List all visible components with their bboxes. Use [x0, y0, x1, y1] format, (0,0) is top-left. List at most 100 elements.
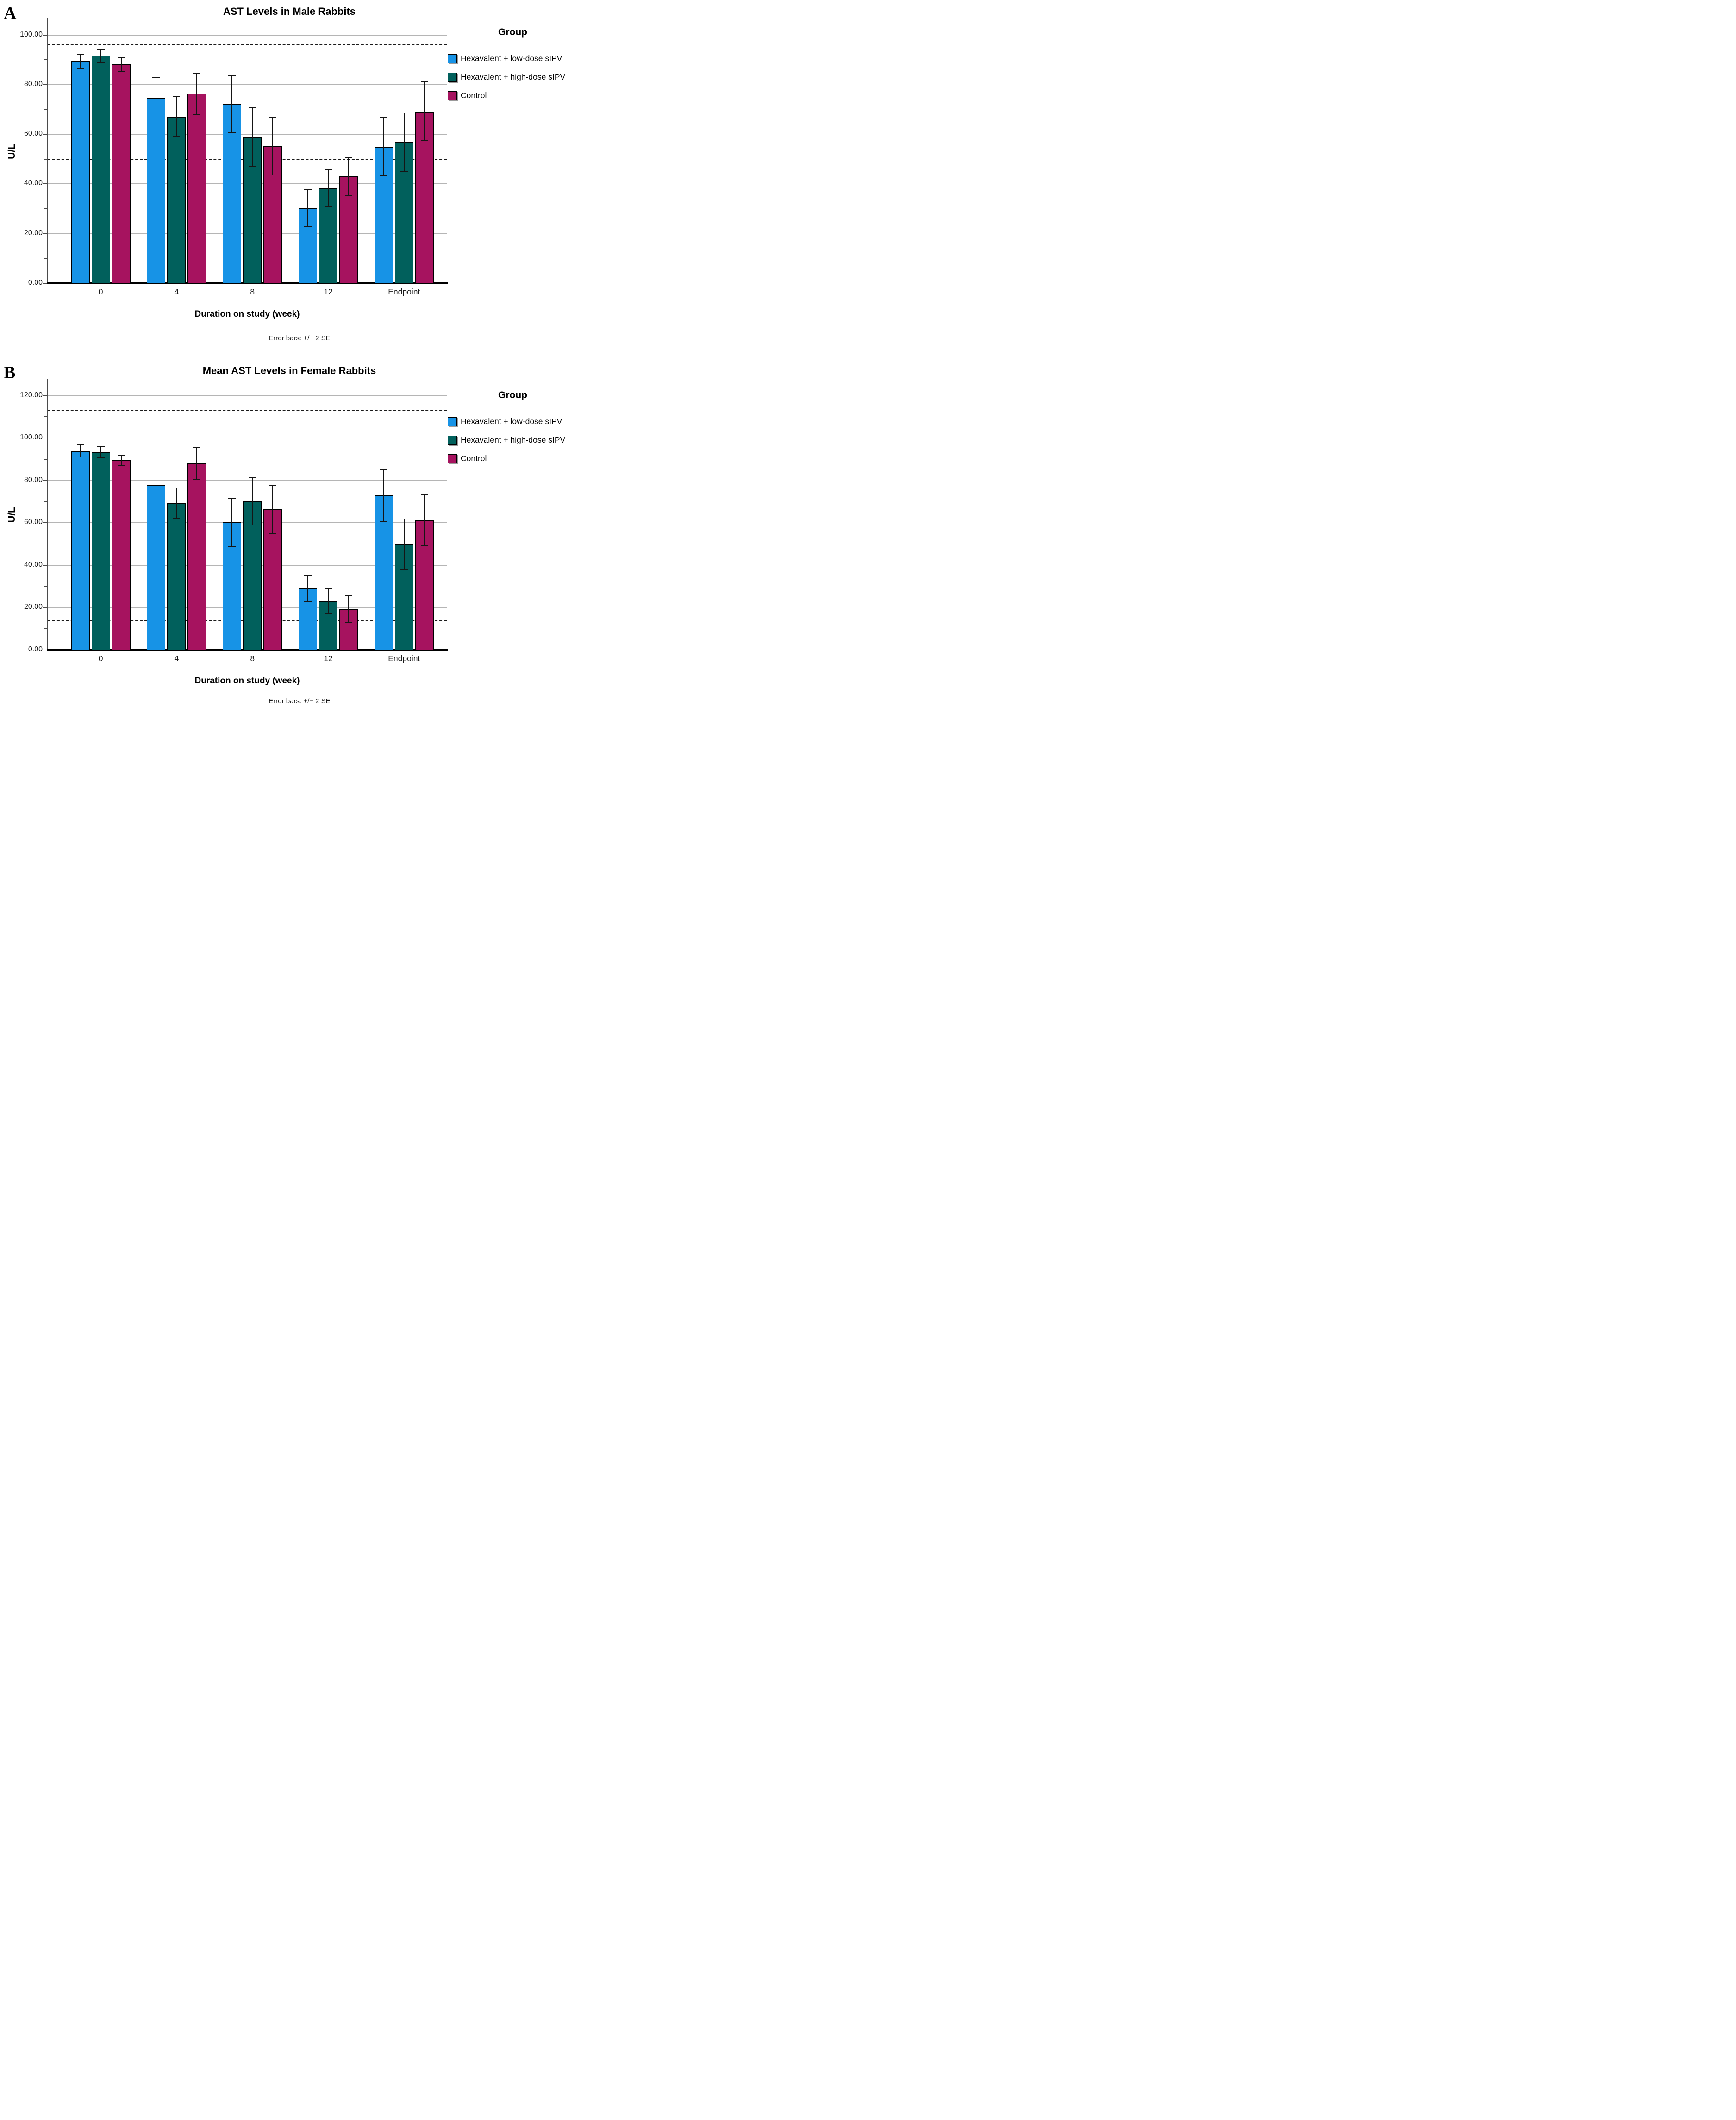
legend-swatch-low-dose — [448, 54, 457, 63]
error-bar-cap-top — [344, 157, 352, 159]
error-bar-cap-top — [249, 477, 256, 478]
error-bar-cap-bottom — [173, 518, 181, 519]
y-axis-major-tick — [43, 607, 47, 608]
bar — [298, 208, 317, 283]
y-tick-label: 80.00 — [24, 475, 43, 484]
bar — [374, 146, 393, 283]
x-category-label: 8 — [250, 287, 255, 296]
error-bar — [196, 73, 198, 114]
legend-swatch-high-dose — [448, 435, 457, 445]
legend-item-high-dose: Hexavalent + high-dose sIPV — [448, 72, 578, 82]
y-axis-major-tick — [43, 34, 47, 36]
y-axis-minor-tick — [44, 586, 47, 587]
error-bar-cap-bottom — [249, 166, 256, 167]
y-tick-label: 0.00 — [28, 279, 43, 287]
y-tick-label: 120.00 — [20, 391, 43, 399]
error-bar — [120, 57, 122, 72]
error-bar-cap-top — [228, 75, 236, 76]
error-bar-cap-bottom — [76, 68, 84, 69]
error-bar-cap-bottom — [304, 601, 312, 602]
legend-item-low-dose: Hexavalent + low-dose sIPV — [448, 417, 578, 426]
x-category-label: 12 — [324, 654, 333, 663]
y-axis-minor-tick — [44, 258, 47, 259]
error-bar — [231, 75, 233, 133]
error-bar-cap-top — [380, 469, 387, 470]
y-tick-label: 20.00 — [24, 229, 43, 237]
bar — [187, 463, 206, 650]
error-bar — [252, 107, 253, 167]
bar — [112, 64, 131, 283]
error-bar-cap-top — [249, 107, 256, 108]
error-bar-cap-top — [117, 455, 125, 456]
legend-swatch-high-dose — [448, 72, 457, 82]
error-bar — [403, 113, 405, 172]
error-bar-cap-bottom — [117, 465, 125, 466]
legend-label-control: Control — [461, 91, 487, 100]
y-axis-minor-tick — [44, 501, 47, 502]
error-bar-cap-top — [97, 48, 105, 50]
error-bar — [100, 49, 101, 63]
legend-item-low-dose: Hexavalent + low-dose sIPV — [448, 54, 578, 63]
legend-swatch-control — [448, 454, 457, 463]
legend-item-control: Control — [448, 454, 578, 463]
bar — [71, 450, 90, 650]
error-bar-cap-bottom — [193, 479, 201, 480]
bar — [147, 98, 166, 283]
error-bar-cap-top — [324, 588, 332, 589]
panel-b-legend: Group Hexavalent + low-dose sIPV Hexaval… — [448, 390, 578, 472]
y-tick-label: 60.00 — [24, 518, 43, 526]
error-bar-cap-bottom — [97, 62, 105, 63]
x-category-label: 4 — [174, 654, 179, 663]
y-axis-major-tick — [43, 134, 47, 135]
y-tick-label: 100.00 — [20, 30, 43, 38]
error-bar-cap-top — [269, 117, 277, 118]
error-bar — [383, 469, 384, 521]
error-bar-cap-bottom — [269, 533, 277, 534]
error-bar-cap-top — [117, 57, 125, 58]
y-axis-major-tick — [43, 283, 47, 284]
error-bar-cap-top — [420, 494, 428, 495]
y-axis-major-tick — [43, 522, 47, 524]
error-bar — [272, 117, 274, 175]
gridline — [48, 395, 447, 396]
error-bar-cap-top — [344, 595, 352, 597]
x-axis-baseline — [47, 282, 448, 284]
error-bar — [80, 54, 81, 69]
error-bar — [424, 494, 425, 546]
error-bar-cap-top — [76, 53, 84, 55]
reference-line — [48, 410, 447, 411]
error-bar-cap-bottom — [380, 175, 387, 177]
gridline — [48, 480, 447, 481]
error-bar-cap-top — [97, 445, 105, 447]
error-bar-cap-top — [228, 498, 236, 499]
panel-a-y-axis-label: U/L — [6, 144, 17, 159]
panel-a-title: AST Levels in Male Rabbits — [223, 6, 356, 17]
bar — [112, 460, 131, 650]
legend-swatch-control — [448, 91, 457, 100]
error-bar-cap-top — [193, 72, 201, 74]
error-bar-cap-bottom — [344, 622, 352, 623]
panel-a-legend: Group Hexavalent + low-dose sIPV Hexaval… — [448, 27, 578, 109]
y-tick-label: 40.00 — [24, 179, 43, 188]
y-tick-label: 80.00 — [24, 80, 43, 88]
error-bar — [196, 448, 198, 479]
bar — [167, 116, 186, 283]
bar — [91, 56, 110, 283]
y-axis-major-tick — [43, 395, 47, 396]
error-bar — [307, 575, 308, 602]
error-bar — [120, 455, 122, 466]
panel-a: A AST Levels in Male Rabbits U/L 0.00 20.… — [0, 0, 579, 352]
legend-swatch-low-dose — [448, 417, 457, 426]
y-axis-major-tick — [43, 84, 47, 85]
error-bar — [307, 190, 308, 227]
error-bar — [100, 446, 101, 458]
x-axis-baseline — [47, 649, 448, 651]
x-category-label: 8 — [250, 654, 255, 663]
error-bar-cap-top — [152, 77, 160, 78]
bar — [91, 451, 110, 650]
x-category-label: Endpoint — [388, 654, 420, 663]
error-bar — [80, 444, 81, 457]
x-category-label: Endpoint — [388, 287, 420, 296]
error-bar — [424, 82, 425, 141]
panel-b-y-axis-label: U/L — [6, 507, 17, 523]
